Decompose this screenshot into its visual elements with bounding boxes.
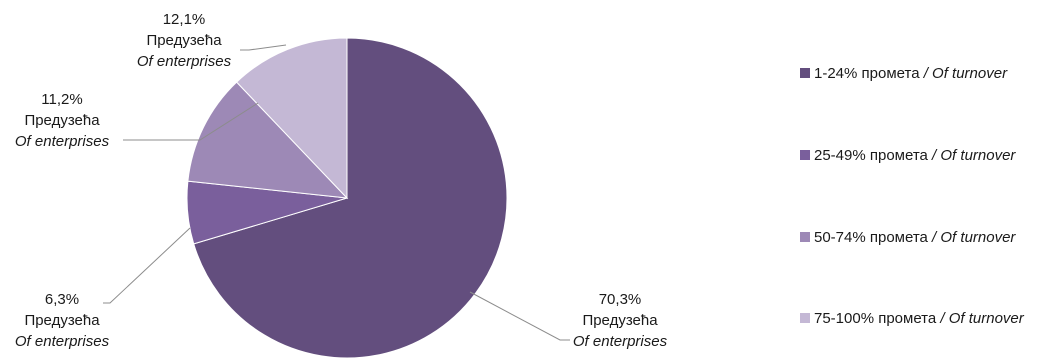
pie-slices: [186, 37, 508, 359]
pie-slice-3: [187, 81, 349, 199]
leader-line-2: [103, 227, 191, 304]
legend-swatch-1: [800, 68, 810, 78]
slice-percent-label-3: 11,2%: [41, 91, 82, 108]
legend-label-main-1: 1-24% промета: [814, 65, 920, 82]
slice-label-line2-3: Of enterprises: [15, 133, 110, 150]
slice-percent-label-2: 6,3%: [45, 291, 79, 308]
slice-label-line1-4: Предузећа: [146, 32, 222, 49]
leader-line-4: [240, 44, 287, 51]
legend-swatch-2: [800, 150, 810, 160]
legend-label-3: 50-74% промета / Of turnover: [814, 229, 1016, 246]
leader-lines: [103, 44, 570, 341]
legend-swatch-3: [800, 232, 810, 242]
legend-label-italic-2: / Of turnover: [928, 147, 1017, 164]
legend-label-italic-1: / Of turnover: [920, 65, 1009, 82]
slice-label-line1-3: Предузећа: [24, 112, 100, 129]
slice-label-line2-1: Of enterprises: [573, 333, 668, 350]
slice-percent-label-1: 70,3%: [599, 291, 642, 308]
legend-label-1: 1-24% промета / Of turnover: [814, 65, 1008, 82]
leader-line-1: [469, 291, 570, 341]
legend-label-italic-3: / Of turnover: [928, 229, 1017, 246]
legend-label-italic-4: / Of turnover: [936, 310, 1025, 327]
legend-label-main-3: 50-74% промета: [814, 229, 929, 246]
slice-labels: 70,3% Предузећа Of enterprises 6,3% Предузећ…: [15, 11, 668, 350]
slice-label-line2-4: Of enterprises: [137, 53, 232, 70]
slice-label-line2-2: Of enterprises: [15, 333, 110, 350]
slice-label-line1-1: Предузећа: [582, 312, 658, 329]
slice-percent-label-4: 12,1%: [163, 11, 206, 28]
legend-label-main-2: 25-49% промета: [814, 147, 929, 164]
legend-label-main-4: 75-100% промета: [814, 310, 937, 327]
pie-slice-1: [193, 37, 508, 359]
slice-label-line1-2: Предузећа: [24, 312, 100, 329]
pie-slice-4: [235, 37, 348, 200]
legend-swatch-4: [800, 313, 810, 323]
legend-label-4: 75-100% промета / Of turnover: [814, 310, 1025, 327]
legend-label-2: 25-49% промета / Of turnover: [814, 147, 1016, 164]
leader-line-3: [123, 102, 259, 141]
